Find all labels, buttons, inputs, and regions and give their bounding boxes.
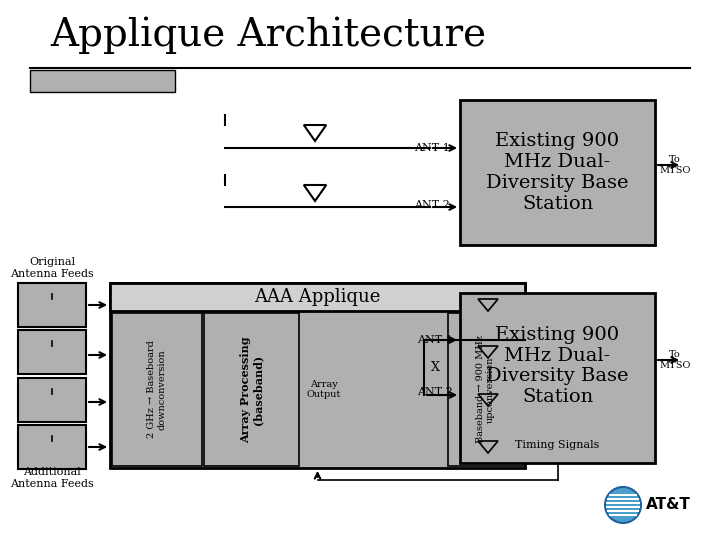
Bar (30, 70, 175, 92)
Bar (204, 313, 299, 466)
Bar (448, 313, 523, 466)
Text: ANT 2: ANT 2 (418, 387, 453, 397)
Bar (18, 378, 86, 422)
Bar (110, 283, 525, 468)
Text: Timing Signals: Timing Signals (516, 440, 600, 450)
Bar (18, 330, 86, 374)
Bar (112, 313, 202, 466)
Text: ANT 1: ANT 1 (418, 335, 453, 345)
Bar (110, 283, 525, 311)
Bar (460, 100, 655, 245)
Text: To
MTSO: To MTSO (660, 156, 690, 175)
Bar (18, 425, 86, 469)
Text: Array
Output: Array Output (307, 380, 341, 399)
Text: Existing 900
MHz Dual-
Diversity Base
Station: Existing 900 MHz Dual- Diversity Base St… (486, 326, 629, 406)
Text: X: X (431, 361, 439, 375)
Text: ANT 2: ANT 2 (414, 200, 450, 210)
Text: AAA Applique: AAA Applique (254, 288, 381, 306)
Text: Applique Architecture: Applique Architecture (50, 16, 486, 54)
Text: Additional
Antenna Feeds: Additional Antenna Feeds (10, 467, 94, 489)
FancyBboxPatch shape (606, 502, 640, 504)
FancyBboxPatch shape (607, 510, 639, 512)
Circle shape (605, 487, 641, 523)
FancyBboxPatch shape (609, 514, 637, 516)
Text: To
MTSO: To MTSO (660, 350, 690, 370)
Text: Array Processing
(baseband): Array Processing (baseband) (240, 336, 264, 443)
FancyBboxPatch shape (606, 506, 640, 508)
Text: Baseband → 900 MHz
upconversion: Baseband → 900 MHz upconversion (476, 335, 495, 443)
Text: AT&T: AT&T (646, 497, 691, 512)
Text: Existing 900
MHz Dual-
Diversity Base
Station: Existing 900 MHz Dual- Diversity Base St… (486, 132, 629, 213)
Text: ANT 1: ANT 1 (414, 143, 450, 153)
FancyBboxPatch shape (607, 498, 639, 500)
Bar (18, 283, 86, 327)
Bar (460, 293, 655, 463)
Text: 2 GHz → Baseboard
downconversion: 2 GHz → Baseboard downconversion (148, 341, 167, 438)
FancyBboxPatch shape (609, 494, 637, 496)
Text: Original
Antenna Feeds: Original Antenna Feeds (10, 257, 94, 279)
